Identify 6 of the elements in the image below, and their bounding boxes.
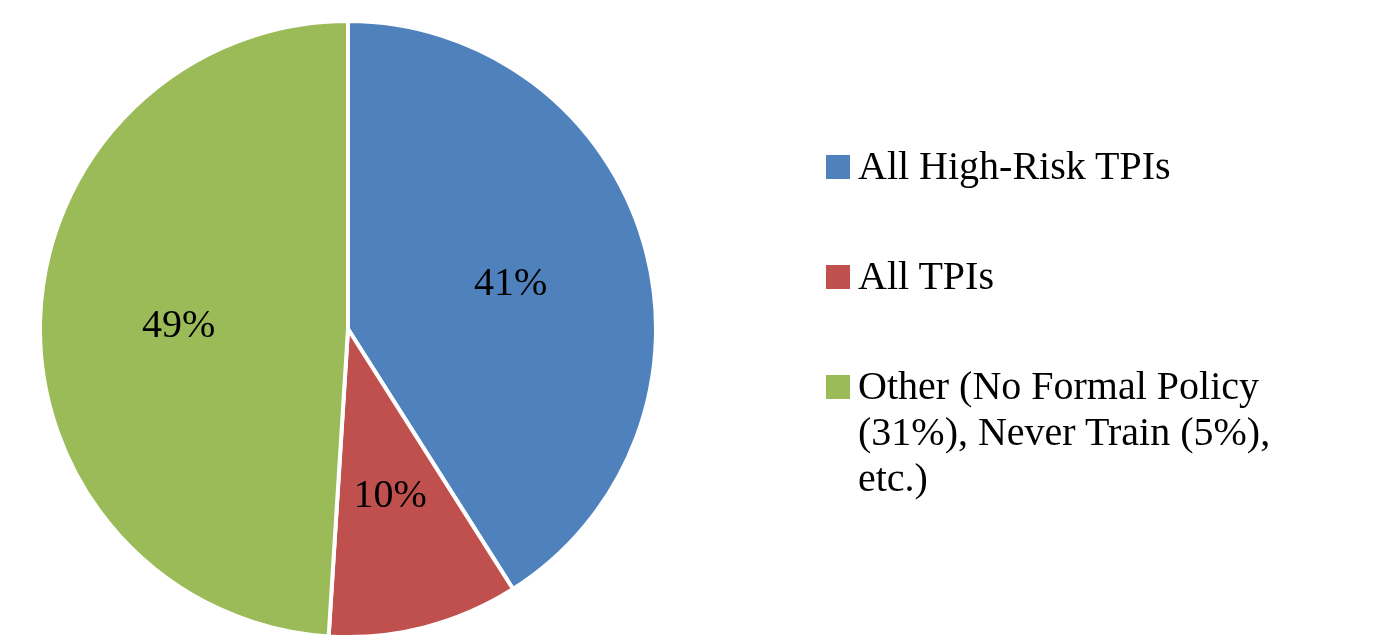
legend-label: Other (No Formal Policy (31%), Never Train (5%), etc.)	[858, 363, 1272, 501]
data-label: 49%	[142, 301, 216, 347]
data-label: 10%	[353, 470, 427, 516]
legend-label: All TPIs	[858, 253, 994, 299]
data-label: 41%	[474, 259, 548, 305]
legend-label: All High-Risk TPIs	[858, 143, 1171, 189]
